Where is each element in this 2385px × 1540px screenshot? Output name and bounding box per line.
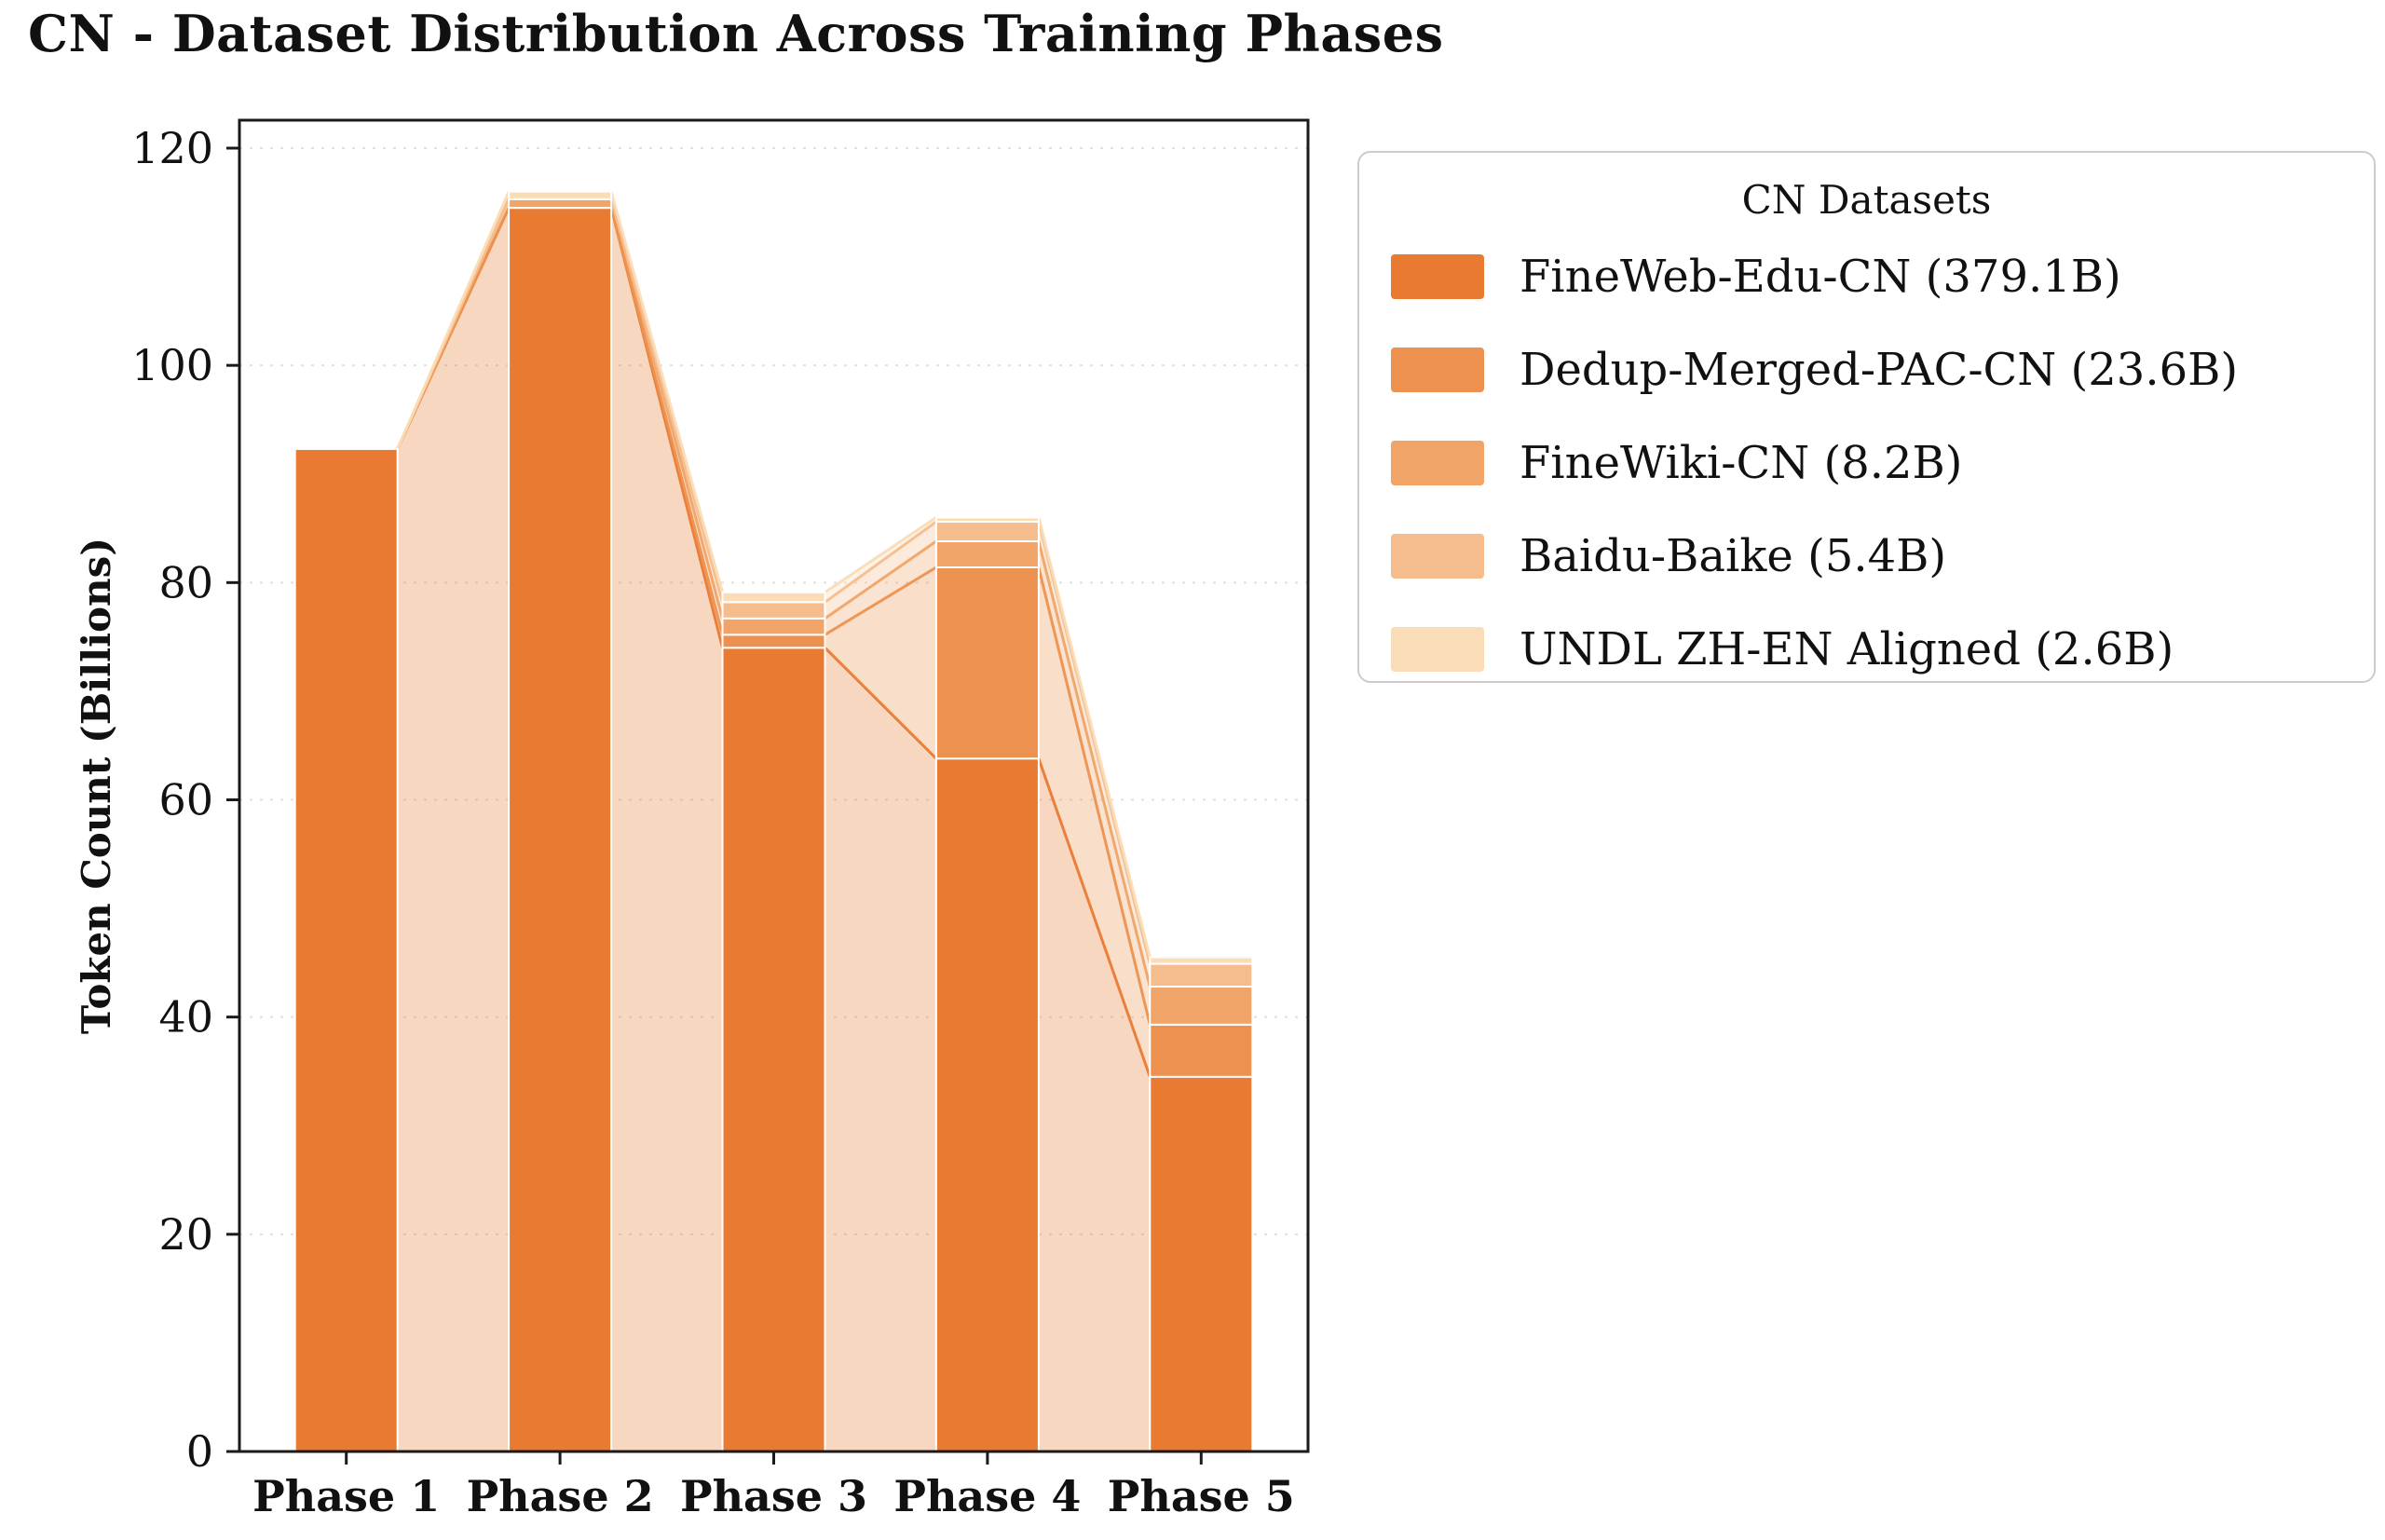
legend-label: Baidu-Baike (5.4B) [1520,530,1947,582]
bar-segment [934,540,1040,569]
x-tick-label: Phase 2 [467,1471,654,1521]
bar-segment [1149,986,1254,1026]
flow-boundary-line [1037,540,1152,988]
legend-swatch [1391,627,1484,672]
x-tick-label: Phase 5 [1108,1471,1295,1521]
flow-boundary-line [396,191,511,450]
y-tick-label: 120 [131,123,213,173]
bar-segment [721,647,826,1452]
flow-boundary-line [824,520,937,604]
bar-segment [934,516,1040,524]
flow-band [1038,567,1151,1077]
bar-segment [721,617,826,636]
legend-item: FineWeb-Edu-CN (379.1B) [1391,251,2342,303]
legend-swatch [1391,348,1484,392]
x-tick-label: Phase 4 [893,1471,1081,1521]
legend-swatch [1391,534,1484,579]
bar-segment [508,207,613,1452]
flow-band [825,541,936,635]
bar-segment [293,447,399,1453]
bar-segment [508,190,613,200]
y-tick-label: 40 [158,992,213,1043]
legend-label: FineWiki-CN (8.2B) [1520,437,1963,489]
flow-boundary-line [1037,566,1152,1026]
legend-swatch [1391,254,1484,299]
bar-segment [508,198,613,210]
flow-boundary-line [1037,517,1152,958]
flow-band [825,647,936,1451]
flow-band [825,522,936,619]
legend: CN Datasets FineWeb-Edu-CN (379.1B) Dedu… [1357,151,2376,683]
bar-segment [1149,962,1254,988]
x-tick-label: Phase 1 [252,1471,440,1521]
flow-boundary-line [609,191,724,593]
flow-band [1038,758,1151,1451]
legend-item: FineWiki-CN (8.2B) [1391,437,2342,489]
bar-segment [721,591,826,604]
bar-segment [934,521,1040,543]
y-tick-label: 60 [158,775,213,825]
y-axis-label: Token Count (Billions) [74,538,119,1034]
legend-item: Dedup-Merged-PAC-CN (23.6B) [1391,344,2342,396]
legend-label: FineWeb-Edu-CN (379.1B) [1520,251,2121,303]
flow-band [825,567,936,759]
legend-label: Dedup-Merged-PAC-CN (23.6B) [1520,344,2239,396]
flow-band [397,208,510,1451]
bar-segment [1149,1075,1254,1452]
flow-boundary-line [609,198,724,603]
bar-segment [1149,1023,1254,1078]
y-tick-label: 20 [158,1209,213,1260]
y-tick-label: 0 [186,1426,213,1477]
flow-boundary-line [1037,757,1152,1078]
legend-item: UNDL ZH-EN Aligned (2.6B) [1391,623,2342,675]
flow-boundary-line [824,516,937,594]
bar-segment [721,601,826,620]
y-tick-label: 100 [131,340,213,390]
bar-segment [721,634,826,649]
flow-boundary-line [824,539,937,620]
flow-band [611,208,723,1451]
flow-band [1038,541,1151,1025]
flow-boundary-line [609,207,724,635]
legend-swatch [1391,441,1484,485]
flow-boundary-line [824,647,937,760]
y-tick-label: 80 [158,557,213,607]
x-tick-label: Phase 3 [680,1471,867,1521]
chart-title: CN - Dataset Distribution Across Trainin… [28,4,1444,63]
bar-segment [934,566,1040,760]
legend-label: UNDL ZH-EN Aligned (2.6B) [1520,623,2174,675]
flow-boundary-line [824,566,937,636]
legend-title: CN Datasets [1741,177,1992,223]
bar-segment [934,757,1040,1452]
bar-segment [1149,956,1254,965]
legend-item: Baidu-Baike (5.4B) [1391,530,2342,582]
